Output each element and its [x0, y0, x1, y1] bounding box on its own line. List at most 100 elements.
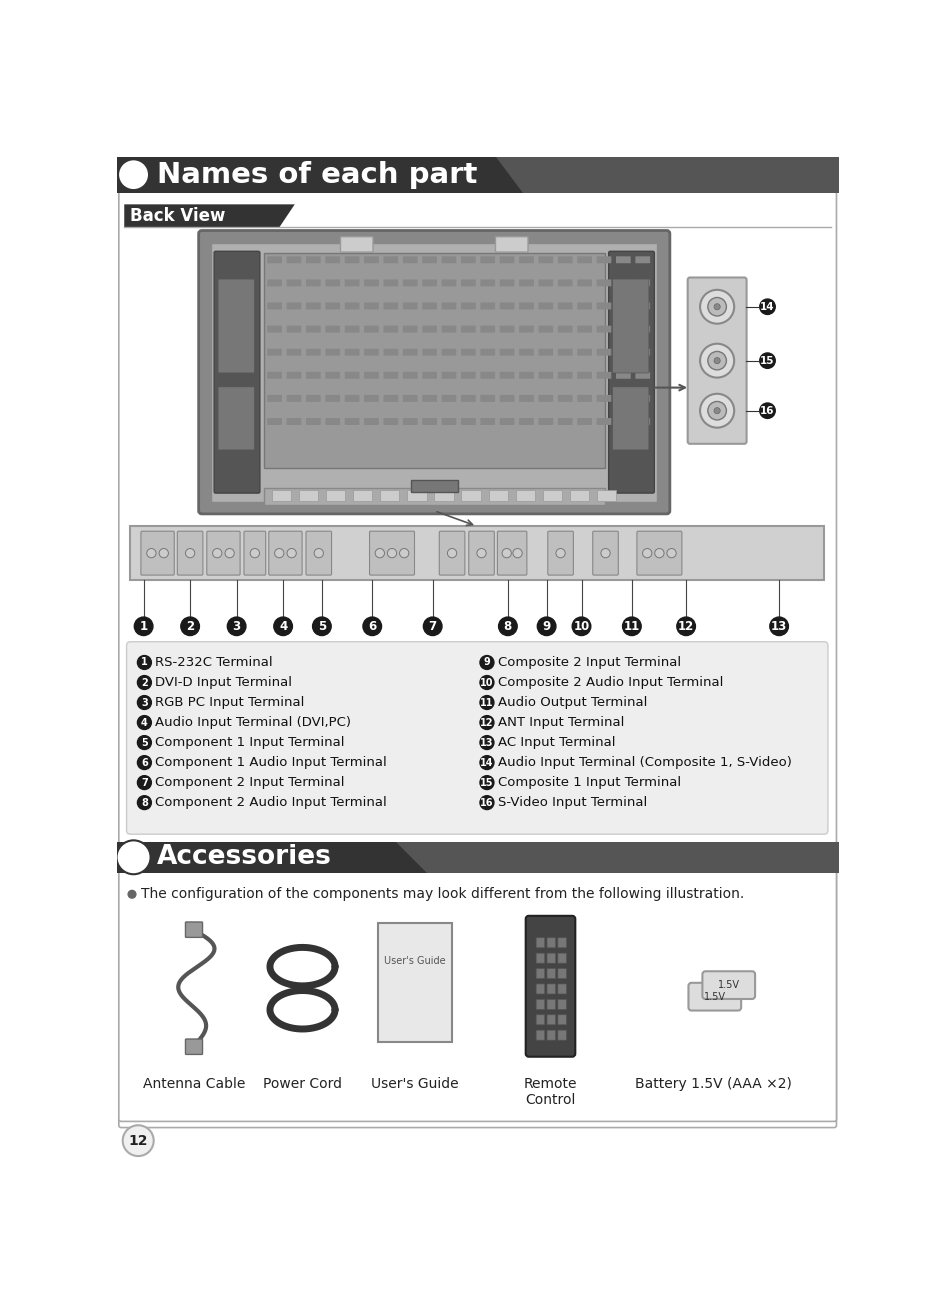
FancyBboxPatch shape [558, 279, 572, 286]
Circle shape [250, 548, 259, 557]
FancyBboxPatch shape [536, 968, 544, 979]
FancyBboxPatch shape [287, 395, 301, 402]
FancyBboxPatch shape [616, 418, 631, 425]
Text: Power Cord: Power Cord [263, 1077, 342, 1091]
Text: 15: 15 [480, 778, 494, 788]
Text: ANT Input Terminal: ANT Input Terminal [498, 716, 624, 729]
FancyBboxPatch shape [536, 1015, 544, 1024]
Circle shape [225, 548, 234, 557]
FancyBboxPatch shape [287, 326, 301, 333]
Text: Composite 1 Input Terminal: Composite 1 Input Terminal [498, 776, 681, 790]
FancyBboxPatch shape [218, 386, 254, 450]
FancyBboxPatch shape [616, 348, 631, 356]
FancyBboxPatch shape [636, 348, 651, 356]
FancyBboxPatch shape [403, 418, 418, 425]
FancyBboxPatch shape [547, 938, 555, 947]
Text: AC Input Terminal: AC Input Terminal [498, 736, 615, 749]
FancyBboxPatch shape [442, 256, 457, 264]
FancyBboxPatch shape [130, 526, 824, 581]
Circle shape [655, 548, 664, 557]
FancyBboxPatch shape [616, 303, 631, 309]
FancyBboxPatch shape [616, 395, 631, 402]
FancyBboxPatch shape [596, 395, 611, 402]
FancyBboxPatch shape [287, 303, 301, 309]
FancyBboxPatch shape [306, 372, 321, 378]
Circle shape [480, 796, 494, 809]
Circle shape [714, 304, 720, 309]
FancyBboxPatch shape [422, 372, 437, 378]
FancyBboxPatch shape [345, 303, 360, 309]
FancyBboxPatch shape [298, 489, 318, 501]
Text: Component 1 Input Terminal: Component 1 Input Terminal [156, 736, 345, 749]
FancyBboxPatch shape [369, 531, 415, 576]
Text: 6: 6 [141, 758, 148, 767]
FancyBboxPatch shape [403, 256, 418, 264]
Circle shape [700, 343, 734, 377]
FancyBboxPatch shape [500, 395, 514, 402]
Circle shape [477, 548, 487, 557]
FancyBboxPatch shape [519, 372, 534, 378]
FancyBboxPatch shape [637, 531, 682, 576]
Circle shape [700, 394, 734, 428]
Text: User's Guide: User's Guide [371, 1077, 459, 1091]
FancyBboxPatch shape [383, 279, 398, 286]
FancyBboxPatch shape [548, 531, 573, 576]
FancyBboxPatch shape [345, 326, 360, 333]
FancyBboxPatch shape [364, 279, 378, 286]
Text: RS-232C Terminal: RS-232C Terminal [156, 656, 273, 669]
FancyBboxPatch shape [345, 395, 360, 402]
Circle shape [400, 548, 409, 557]
FancyBboxPatch shape [558, 984, 567, 994]
Text: Component 1 Audio Input Terminal: Component 1 Audio Input Terminal [156, 756, 387, 769]
Circle shape [181, 617, 199, 636]
FancyBboxPatch shape [364, 303, 378, 309]
Circle shape [274, 617, 293, 636]
FancyBboxPatch shape [539, 326, 554, 333]
FancyBboxPatch shape [688, 278, 747, 444]
FancyBboxPatch shape [596, 303, 611, 309]
FancyBboxPatch shape [558, 938, 567, 947]
Circle shape [185, 548, 195, 557]
Text: Battery 1.5V (AAA ×2): Battery 1.5V (AAA ×2) [635, 1077, 791, 1091]
Circle shape [480, 775, 494, 790]
FancyBboxPatch shape [403, 279, 418, 286]
FancyBboxPatch shape [325, 279, 340, 286]
FancyBboxPatch shape [325, 256, 340, 264]
Text: 10: 10 [480, 677, 494, 688]
FancyBboxPatch shape [287, 418, 301, 425]
FancyBboxPatch shape [558, 953, 567, 963]
FancyBboxPatch shape [306, 326, 321, 333]
FancyBboxPatch shape [218, 279, 254, 373]
Circle shape [707, 351, 726, 369]
FancyBboxPatch shape [480, 395, 495, 402]
Text: Audio Input Terminal (DVI,PC): Audio Input Terminal (DVI,PC) [156, 716, 351, 729]
FancyBboxPatch shape [539, 303, 554, 309]
FancyBboxPatch shape [500, 279, 514, 286]
FancyBboxPatch shape [500, 303, 514, 309]
Circle shape [770, 617, 788, 636]
FancyBboxPatch shape [500, 348, 514, 356]
FancyBboxPatch shape [480, 256, 495, 264]
FancyBboxPatch shape [539, 348, 554, 356]
FancyBboxPatch shape [536, 1000, 544, 1009]
FancyBboxPatch shape [577, 326, 592, 333]
FancyBboxPatch shape [442, 418, 457, 425]
FancyBboxPatch shape [118, 192, 837, 1128]
Text: 2: 2 [141, 677, 148, 688]
FancyBboxPatch shape [558, 1030, 567, 1040]
Text: 16: 16 [761, 406, 774, 416]
FancyBboxPatch shape [306, 303, 321, 309]
FancyBboxPatch shape [597, 489, 616, 501]
Circle shape [480, 756, 494, 770]
Circle shape [760, 352, 775, 368]
FancyBboxPatch shape [542, 489, 562, 501]
FancyBboxPatch shape [558, 968, 567, 979]
FancyBboxPatch shape [539, 418, 554, 425]
Text: 10: 10 [573, 620, 590, 633]
FancyBboxPatch shape [547, 1000, 555, 1009]
Text: S-Video Input Terminal: S-Video Input Terminal [498, 796, 647, 809]
FancyBboxPatch shape [383, 418, 398, 425]
Text: 4: 4 [141, 718, 148, 728]
FancyBboxPatch shape [461, 489, 481, 501]
FancyBboxPatch shape [558, 1015, 567, 1024]
